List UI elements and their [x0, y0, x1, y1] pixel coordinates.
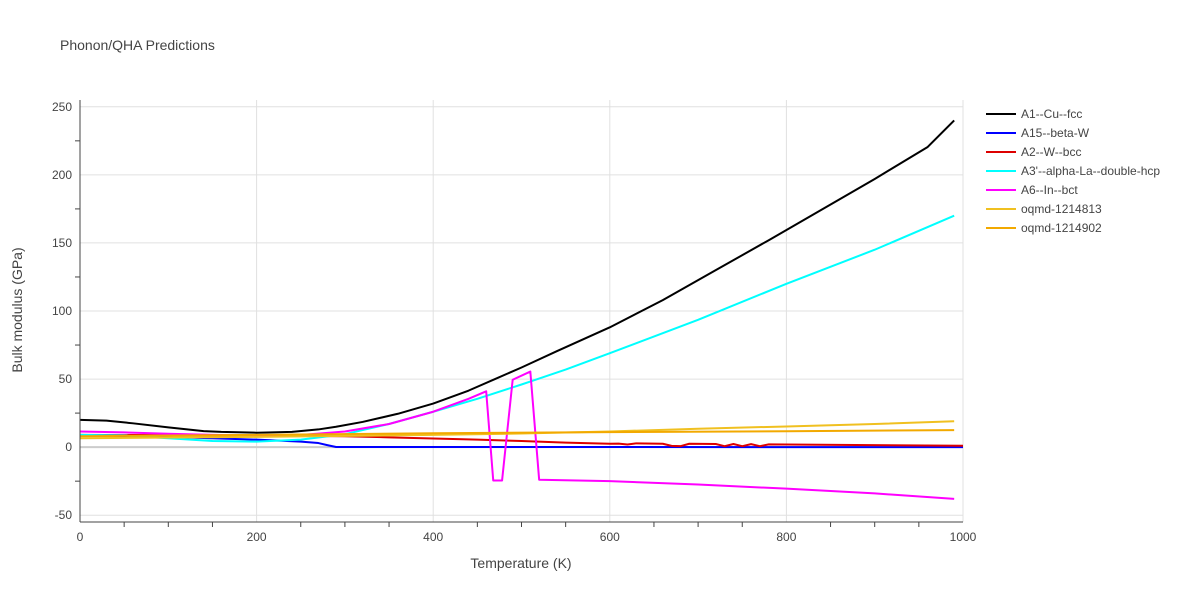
legend-label: A3'--alpha-La--double-hcp — [1021, 164, 1160, 178]
y-tick-label: 250 — [52, 100, 72, 114]
y-axis-title: Bulk modulus (GPa) — [9, 247, 25, 372]
x-tick-label: 600 — [600, 530, 620, 544]
legend-item[interactable]: A1--Cu--fcc — [986, 107, 1082, 121]
legend-item[interactable]: A2--W--bcc — [986, 145, 1081, 159]
y-tick-label: 200 — [52, 168, 72, 182]
x-tick-label: 1000 — [950, 530, 977, 544]
axis-layer: 0 200 400 600 800 1000 -50 0 50 100 150 200 250 — [52, 100, 977, 544]
chart-title: Phonon/QHA Predictions — [60, 37, 215, 53]
legend-label: oqmd-1214902 — [1021, 221, 1102, 235]
series-line-7[interactable] — [79, 429, 955, 438]
legend-label: A2--W--bcc — [1021, 145, 1081, 159]
x-tick-label: 400 — [423, 530, 443, 544]
y-tick-label: 100 — [52, 304, 72, 318]
x-axis-title: Temperature (K) — [470, 555, 571, 571]
legend-item[interactable]: oqmd-1214813 — [986, 202, 1102, 216]
series-line-1[interactable] — [79, 119, 955, 434]
legend-label: A1--Cu--fcc — [1021, 107, 1082, 121]
legend-label: A6--In--bct — [1021, 183, 1078, 197]
legend-item[interactable]: A3'--alpha-La--double-hcp — [986, 164, 1160, 178]
legend-item[interactable]: oqmd-1214902 — [986, 221, 1102, 235]
y-tick-label: -50 — [55, 508, 73, 522]
series-line-3[interactable] — [79, 433, 964, 448]
series-layer — [79, 119, 964, 500]
y-tick-label: 0 — [65, 440, 72, 454]
legend-item[interactable]: A15--beta-W — [986, 126, 1090, 140]
legend-item[interactable]: A6--In--bct — [986, 183, 1078, 197]
y-tick-label: 50 — [59, 372, 73, 386]
x-tick-label: 200 — [247, 530, 267, 544]
legend[interactable]: A1--Cu--fcc A15--beta-W A2--W--bcc A3'--alp… — [986, 107, 1160, 235]
legend-label: A15--beta-W — [1021, 126, 1090, 140]
x-tick-label: 800 — [776, 530, 796, 544]
x-tick-label: 0 — [77, 530, 84, 544]
legend-label: oqmd-1214813 — [1021, 202, 1102, 216]
y-tick-label: 150 — [52, 236, 72, 250]
